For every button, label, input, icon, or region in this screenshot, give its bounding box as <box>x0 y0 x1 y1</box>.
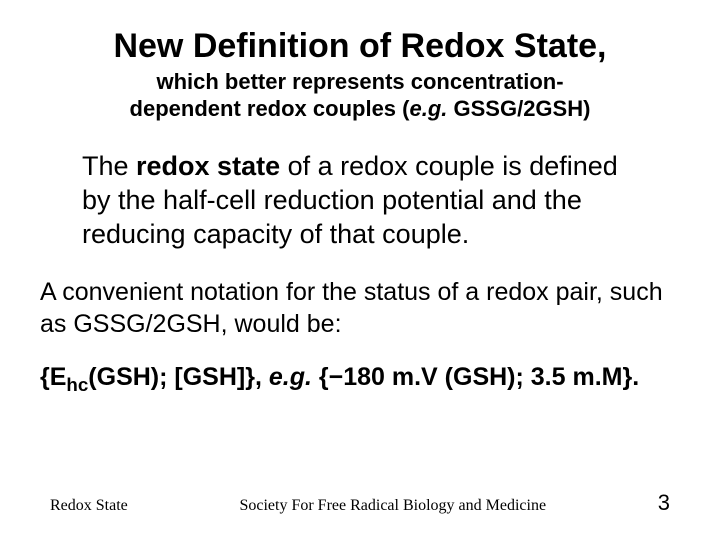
notation-p1: {E <box>40 363 66 391</box>
notation-p2: (GSH); [GSH]}, <box>88 363 269 391</box>
footer-center: Society For Free Radical Biology and Med… <box>128 497 658 515</box>
notation-p4: 180 m.V (GSH); 3.5 m.M}. <box>343 363 639 391</box>
page-number: 3 <box>658 490 670 516</box>
definition-term: redox state <box>136 151 280 181</box>
notation-p3: { <box>312 363 329 391</box>
notation-intro: A convenient notation for the status of … <box>40 277 680 340</box>
notation-sub: hc <box>66 374 88 395</box>
subtitle-line2-prefix: dependent redox couples ( <box>130 96 410 121</box>
notation-minus: − <box>329 363 344 391</box>
notation-example: {Ehc(GSH); [GSH]}, e.g. {−180 m.V (GSH);… <box>40 362 680 396</box>
definition-text: The redox state of a redox couple is def… <box>82 150 642 251</box>
slide-subtitle: which better represents concentration- d… <box>80 69 640 122</box>
subtitle-line1: which better represents concentration- <box>156 69 563 94</box>
definition-prefix: The <box>82 151 136 181</box>
footer-left: Redox State <box>50 497 128 515</box>
subtitle-eg: e.g. <box>409 96 447 121</box>
slide-title: New Definition of Redox State, <box>40 28 680 65</box>
subtitle-line2-suffix: GSSG/2GSH) <box>447 96 590 121</box>
notation-eg: e.g. <box>269 363 312 391</box>
slide-footer: Redox State Society For Free Radical Bio… <box>0 490 720 516</box>
